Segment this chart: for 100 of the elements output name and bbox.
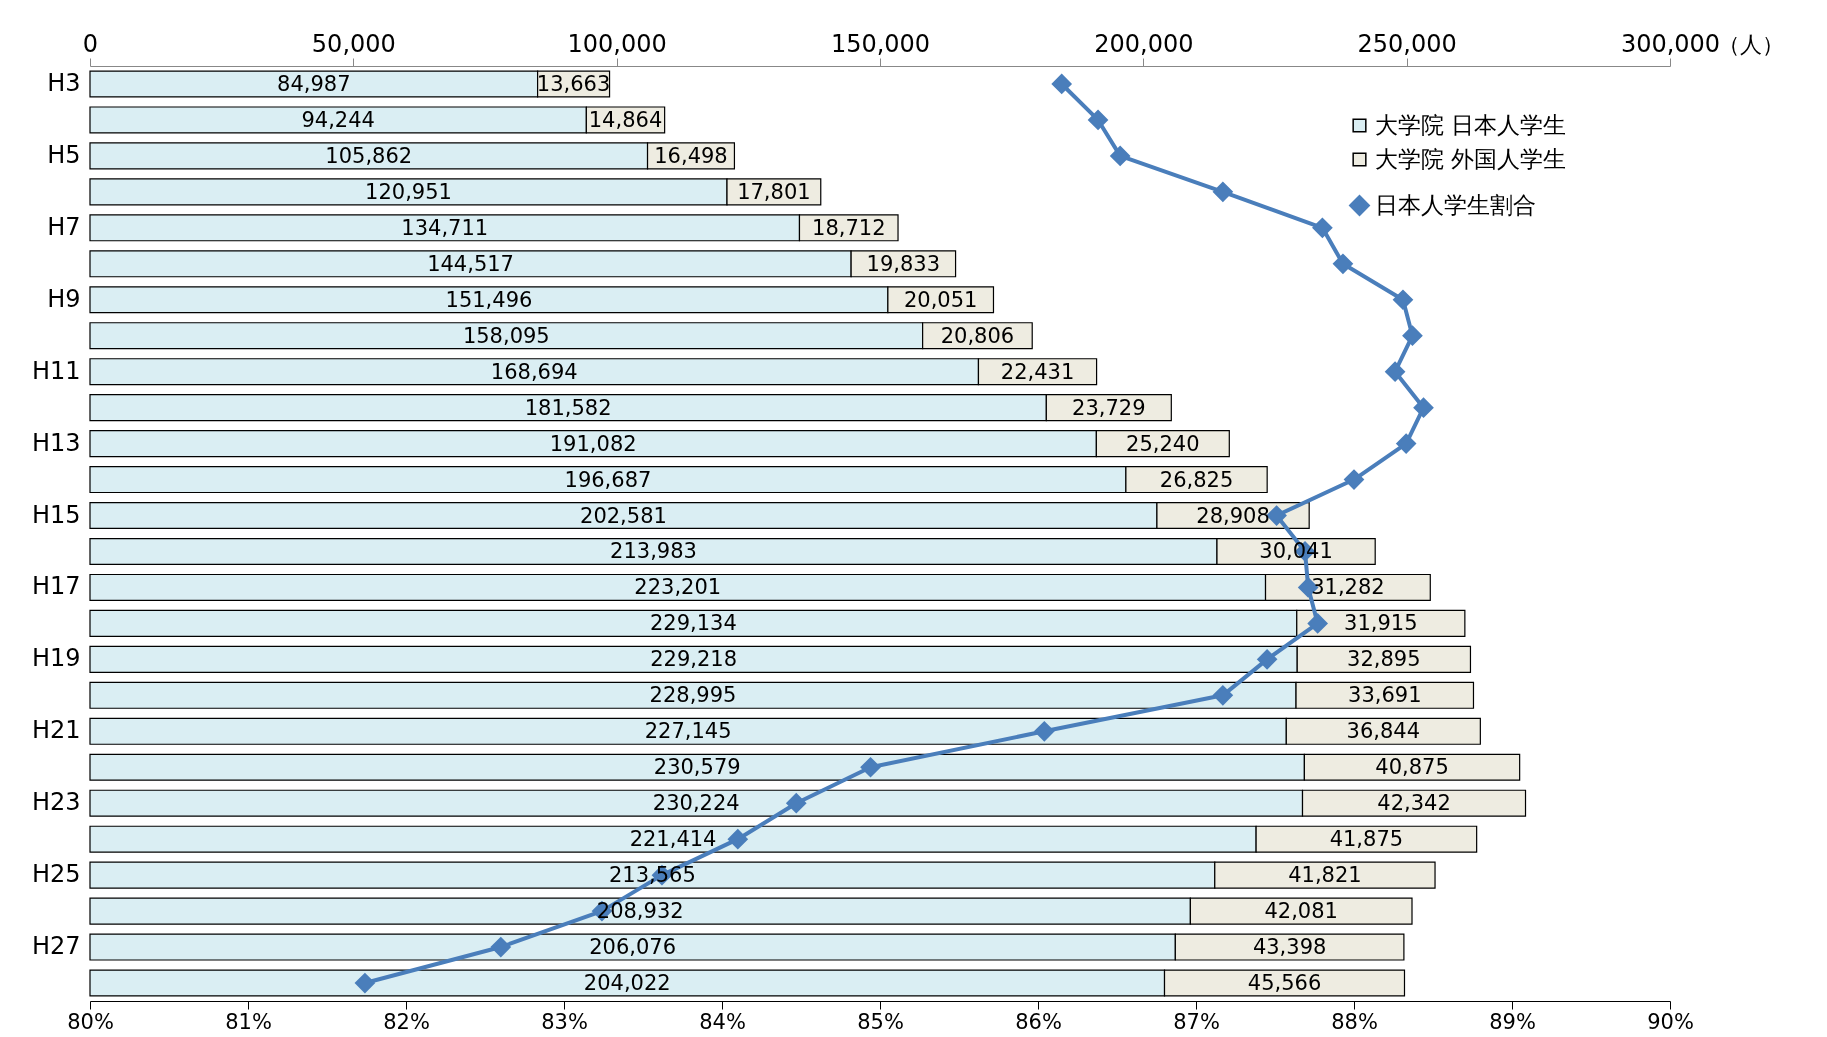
data-label: 84,987 — [277, 71, 351, 96]
x2-tick-label: 89% — [1489, 1009, 1536, 1034]
data-label: 33,691 — [1348, 683, 1422, 708]
data-label: 158,095 — [462, 323, 550, 348]
data-label: 23,729 — [1072, 395, 1146, 420]
point — [1333, 253, 1353, 274]
data-label: 181,582 — [524, 395, 612, 420]
data-label: 42,081 — [1264, 899, 1338, 924]
x2-tick-label: 83% — [541, 1009, 588, 1034]
data-label: 13,663 — [536, 71, 611, 96]
data-label: 40,875 — [1375, 755, 1449, 780]
data-label: 213,983 — [610, 539, 697, 564]
data-label: 151,496 — [445, 287, 533, 312]
data-label: 191,082 — [549, 431, 637, 456]
data-label: 41,875 — [1329, 827, 1404, 852]
y-tick-label: H7 — [47, 212, 81, 241]
data-label: 22,431 — [1000, 359, 1075, 384]
data-label: 204,022 — [583, 971, 671, 996]
point — [1212, 685, 1233, 706]
data-label: 120,951 — [365, 179, 452, 204]
point — [1402, 325, 1423, 346]
x-tick-label: 100,000 — [567, 29, 667, 58]
point — [1212, 181, 1233, 202]
data-label: 41,821 — [1288, 863, 1362, 888]
x2-tick-label: 80% — [67, 1009, 114, 1034]
y-tick-label: H9 — [47, 284, 81, 313]
point — [354, 973, 375, 993]
point — [1051, 74, 1072, 94]
y-tick-label: H17 — [31, 572, 81, 601]
data-label: 144,517 — [427, 251, 514, 276]
data-label: 26,825 — [1159, 467, 1234, 492]
point — [1034, 721, 1055, 742]
data-label: 196,687 — [564, 467, 652, 492]
x2-tick-label: 86% — [1015, 1009, 1062, 1034]
point — [1110, 145, 1131, 166]
data-label: 228,995 — [649, 683, 737, 708]
point — [1088, 110, 1108, 130]
y-tick-label: H3 — [47, 68, 81, 97]
x2-tick-label: 82% — [383, 1009, 430, 1034]
data-label: 206,076 — [589, 935, 677, 960]
point — [1307, 613, 1328, 634]
point — [786, 793, 807, 814]
data-label: 168,694 — [490, 359, 578, 384]
point — [1393, 289, 1413, 310]
data-label: 20,806 — [940, 323, 1015, 348]
point — [1396, 433, 1417, 454]
y-tick-label: H19 — [31, 644, 81, 673]
data-label: 18,712 — [812, 215, 886, 240]
point — [1413, 397, 1434, 418]
data-label: 32,895 — [1347, 647, 1421, 672]
data-label: 230,579 — [653, 755, 741, 780]
y-tick-label: H5 — [47, 140, 81, 169]
x-tick-label: 150,000 — [830, 29, 931, 58]
legend-label: 大学院 外国人学生 — [1375, 145, 1567, 172]
legend-label: 大学院 日本人学生 — [1375, 111, 1567, 138]
point — [490, 937, 511, 957]
x2-tick-label: 81% — [225, 1009, 272, 1034]
x2-tick-label: 90% — [1647, 1009, 1694, 1034]
data-label: 28,908 — [1196, 503, 1270, 528]
data-label: 45,566 — [1247, 971, 1322, 996]
y-tick-label: H13 — [31, 428, 81, 457]
data-label: 227,145 — [644, 719, 732, 744]
point — [1385, 361, 1406, 382]
point — [860, 757, 881, 778]
x-tick-label: 0 — [82, 29, 99, 58]
data-label: 229,218 — [650, 647, 738, 672]
point — [727, 829, 748, 850]
x-tick-label: 200,000 — [1094, 29, 1194, 58]
data-label: 17,801 — [737, 179, 811, 204]
data-label: 19,833 — [866, 251, 941, 276]
x-tick-label: 250,000 — [1357, 29, 1457, 58]
data-label: 20,051 — [903, 287, 978, 312]
data-label: 42,342 — [1377, 791, 1451, 816]
x2-tick-label: 87% — [1173, 1009, 1220, 1034]
data-label: 202,581 — [580, 503, 667, 528]
y-tick-label: H21 — [31, 716, 81, 745]
data-label: 221,414 — [629, 827, 717, 852]
data-label: 229,134 — [649, 611, 737, 636]
x2-tick-label: 85% — [857, 1009, 904, 1034]
y-tick-label: H25 — [31, 860, 81, 889]
point — [1312, 217, 1333, 238]
legend-label: 日本人学生割合 — [1375, 191, 1536, 218]
data-label: 14,864 — [588, 107, 663, 132]
data-label: 43,398 — [1252, 935, 1327, 960]
y-tick-label: H27 — [31, 932, 81, 961]
data-label: 230,224 — [652, 791, 740, 816]
y-tick-label: H15 — [31, 500, 81, 529]
data-label: 134,711 — [401, 215, 489, 240]
data-label: 31,915 — [1344, 611, 1418, 636]
x-tick-label: 50,000 — [311, 29, 396, 58]
y-tick-label: H11 — [31, 356, 81, 385]
data-label: 36,844 — [1346, 719, 1421, 744]
x2-tick-label: 84% — [699, 1009, 746, 1034]
data-label: 16,498 — [654, 143, 728, 168]
data-label: 25,240 — [1126, 431, 1200, 456]
y-tick-label: H23 — [31, 788, 81, 817]
data-label: 223,201 — [634, 575, 722, 600]
data-label: 105,862 — [325, 143, 413, 168]
point — [1344, 469, 1364, 490]
data-label: 94,244 — [301, 107, 375, 132]
